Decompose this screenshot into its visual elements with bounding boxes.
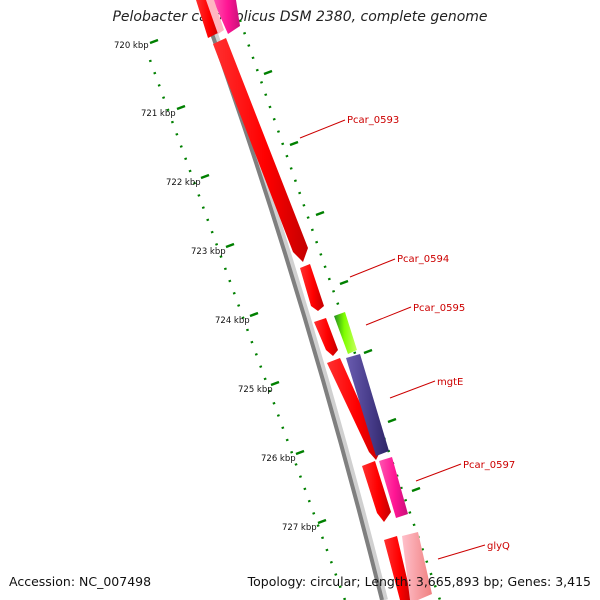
ruler-label: 721 kbp xyxy=(141,109,176,119)
gene-feature-top-red[interactable] xyxy=(196,0,220,38)
ruler-label: 727 kbp xyxy=(282,523,317,533)
ruler-ticks xyxy=(149,38,421,525)
ruler-label: 722 kbp xyxy=(166,178,201,188)
gene-label-pcar-0595: Pcar_0595 xyxy=(413,303,465,314)
ruler-labels: 720 kbp 721 kbp 722 kbp 723 kbp 724 kbp … xyxy=(114,41,317,533)
gene-labels: Pcar_0593 Pcar_0594 Pcar_0595 mgtE Pcar_… xyxy=(347,115,515,552)
gene-label-pcar-0594: Pcar_0594 xyxy=(397,254,449,265)
gene-feature-red-a[interactable] xyxy=(314,318,338,356)
gc-dotted-track-outer xyxy=(238,19,442,600)
gene-label-mgte: mgtE xyxy=(437,377,463,388)
connector-pcar-0593 xyxy=(299,119,346,139)
gene-feature-mgte[interactable] xyxy=(346,354,389,456)
connector-pcar-0597 xyxy=(415,463,462,482)
accession-text: Accession: NC_007498 xyxy=(9,574,152,589)
gc-tick xyxy=(263,69,273,76)
ruler-label: 726 kbp xyxy=(261,454,296,464)
ruler-tick xyxy=(176,104,186,111)
gene-feature-pcar-0595[interactable] xyxy=(334,312,357,354)
ruler-label: 724 kbp xyxy=(215,316,250,326)
gene-feature-top-pink[interactable] xyxy=(213,0,240,34)
gene-feature-red-b[interactable] xyxy=(327,358,381,460)
gene-features xyxy=(196,0,432,600)
ruler-tick xyxy=(317,518,327,525)
gene-label-pcar-0597: Pcar_0597 xyxy=(463,460,515,471)
gene-feature-top-lightpink[interactable] xyxy=(206,0,224,34)
connector-pcar-0594 xyxy=(349,258,396,278)
connector-glyq xyxy=(437,544,486,560)
gc-tick xyxy=(339,279,349,286)
genome-backbone xyxy=(198,0,384,600)
gene-feature-pcar-0594[interactable] xyxy=(300,264,324,311)
gc-tick xyxy=(289,140,299,147)
gene-feature-red-d[interactable] xyxy=(384,536,412,600)
label-connectors xyxy=(299,119,486,560)
gene-feature-pcar-0597[interactable] xyxy=(379,457,408,518)
gene-feature-pcar-0593[interactable] xyxy=(213,38,308,262)
gene-label-glyq: glyQ xyxy=(487,541,510,552)
gene-feature-red-c[interactable] xyxy=(362,461,391,522)
ruler-tick xyxy=(295,449,305,456)
ruler-tick xyxy=(270,380,280,387)
connector-mgte xyxy=(389,380,436,399)
gene-label-pcar-0593: Pcar_0593 xyxy=(347,115,399,126)
genome-summary-text: Topology: circular; Length: 3,665,893 bp… xyxy=(247,574,591,589)
gc-dotted-track-inner xyxy=(148,59,347,600)
ruler-tick xyxy=(249,311,259,318)
gc-tick xyxy=(363,348,373,355)
gene-feature-glyq[interactable] xyxy=(402,532,432,600)
ruler-label: 720 kbp xyxy=(114,41,149,51)
connector-pcar-0595 xyxy=(365,306,412,326)
ruler-tick xyxy=(200,173,210,180)
gc-tick xyxy=(387,417,397,424)
gc-tick xyxy=(315,210,325,217)
ruler-label: 723 kbp xyxy=(191,247,226,257)
ruler-tick xyxy=(225,242,235,249)
ruler-tick xyxy=(149,38,159,45)
ruler-label: 725 kbp xyxy=(238,385,273,395)
gc-tick xyxy=(411,486,421,493)
